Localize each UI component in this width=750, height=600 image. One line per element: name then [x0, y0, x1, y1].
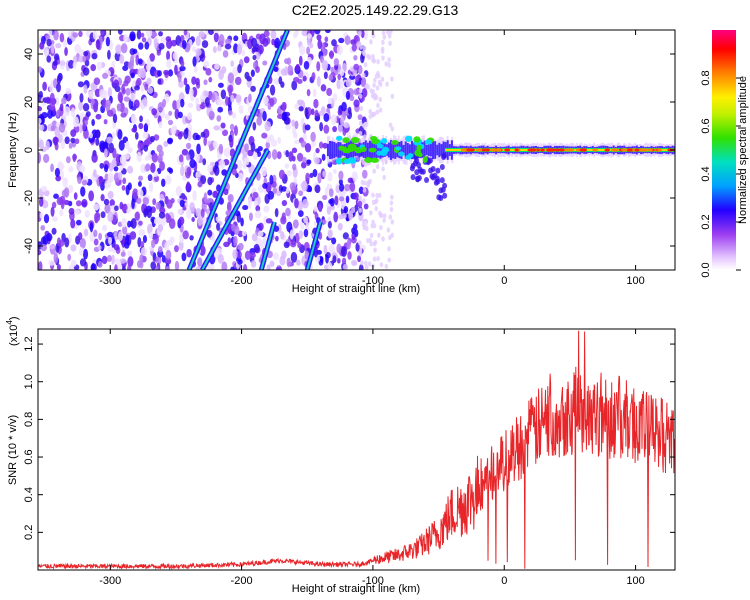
- snr-axes: -300 -200 -100 0 100 0.2 0.4 0.6 0.8 1.0 1.2: [23, 329, 675, 587]
- colorbar-tick-label: 0.2: [700, 214, 712, 229]
- colorbar-tick-label: 0.6: [700, 118, 712, 133]
- snr-exponent-base: (x10: [8, 325, 20, 346]
- snr-frame: [37, 328, 676, 571]
- snr-xtick-label: -300: [99, 575, 121, 587]
- spectrogram-xtick-label: -300: [99, 275, 121, 287]
- spectrogram-ytick-label: -40: [23, 238, 35, 254]
- svg-text:(x104): (x104): [5, 316, 20, 346]
- snr-ytick-label: 1.2: [23, 336, 35, 351]
- snr-xtick-label: 100: [626, 575, 644, 587]
- snr-xtick-label: 0: [501, 575, 507, 587]
- spectrogram-ylabel: Frequency (Hz): [7, 112, 19, 188]
- snr-line-series: [38, 330, 675, 570]
- diagonal-line-core: [201, 149, 269, 270]
- spectrogram-xtick-label: 100: [626, 275, 644, 287]
- spectrogram-ytick-label: -20: [23, 190, 35, 206]
- spectrogram-xtick-label: -200: [231, 275, 253, 287]
- colorbar-axes: 0.0 0.2 0.4 0.6 0.8: [700, 70, 741, 278]
- snr-ytick-label: 0.4: [23, 487, 35, 502]
- diagonal-line-core: [260, 221, 276, 270]
- spectrogram-xtick-label: 0: [501, 275, 507, 287]
- colorbar-label: Normalized spectral amplitude: [737, 76, 749, 224]
- snr-xlabel: Height of straight line (km): [292, 583, 420, 595]
- snr-exponent-power: 4: [5, 320, 14, 325]
- snr-ytick-label: 0.6: [23, 449, 35, 464]
- snr-ytick-label: 1.0: [23, 374, 35, 389]
- diagonal-line-core: [306, 221, 322, 270]
- snr-xtick-label: -100: [362, 575, 384, 587]
- spectrogram-ytick-label: 40: [23, 48, 35, 60]
- diagonal-line-core: [188, 30, 289, 270]
- colorbar-tick-label: 0.8: [700, 70, 712, 85]
- snr-ytick-label: 0.8: [23, 412, 35, 427]
- chart-title: C2E2.2025.149.22.29.G13: [291, 2, 459, 18]
- colorbar: [712, 30, 736, 270]
- snr-xtick-label: -200: [231, 575, 253, 587]
- spectrogram-ytick-label: 20: [23, 96, 35, 108]
- spectrogram-xtick-label: -100: [362, 275, 384, 287]
- colorbar-tick-label: 0.0: [700, 262, 712, 277]
- snr-ylabel: SNR (10 * v/v): [7, 415, 19, 485]
- snr-ytick-label: 0.2: [23, 525, 35, 540]
- spectrogram-heatmap: [38, 30, 675, 270]
- spectrogram-xlabel: Height of straight line (km): [292, 283, 420, 295]
- snr-exponent: (x104): [5, 316, 20, 346]
- colorbar-tick-label: 0.4: [700, 166, 712, 181]
- snr-line: [38, 330, 675, 570]
- spectrogram-ytick-label: 0: [23, 147, 35, 153]
